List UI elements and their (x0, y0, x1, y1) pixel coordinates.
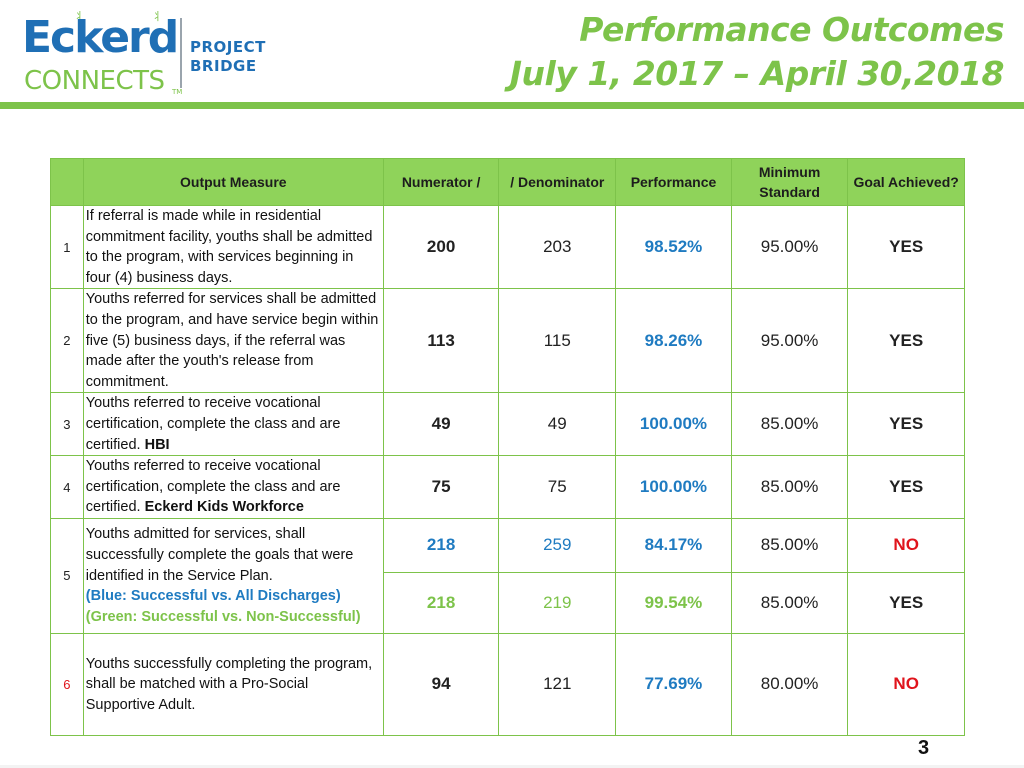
minimum-standard: 80.00% (730, 632, 849, 736)
denominator: 49 (498, 392, 617, 457)
logo-project-bridge: PROJECT BRIDGE (190, 38, 266, 76)
minimum-standard: 85.00% (730, 517, 849, 573)
output-measure: Youths referred to receive vocational ce… (82, 392, 384, 457)
denominator: 203 (498, 204, 617, 290)
goal-achieved: YES (847, 392, 965, 457)
sprout-icon: ⺦ (74, 10, 85, 23)
table-row: 3 Youths referred to receive vocational … (50, 392, 965, 457)
performance: 100.00% (615, 455, 732, 519)
minimum-standard: 95.00% (730, 204, 849, 290)
numerator: 200 (382, 204, 500, 290)
row-number: 5 (50, 517, 84, 634)
numerator: 49 (382, 392, 500, 457)
table-header-row: Output Measure Numerator / / Denominator… (50, 158, 965, 206)
goal-achieved: YES (847, 204, 965, 290)
numerator: 218 (382, 571, 500, 634)
denominator: 121 (498, 632, 617, 736)
goal-achieved: NO (847, 517, 965, 573)
title-line-2: July 1, 2017 – April 30,2018 (509, 54, 1005, 93)
output-measure: Youths referred for services shall be ad… (82, 288, 384, 394)
logo-bridge: BRIDGE (190, 56, 257, 75)
numerator: 75 (382, 455, 500, 519)
goal-achieved: YES (847, 571, 965, 634)
minimum-standard: 95.00% (730, 288, 849, 394)
row-number: 2 (50, 288, 84, 394)
minimum-standard: 85.00% (730, 392, 849, 457)
outcomes-table: Output Measure Numerator / / Denominator… (50, 158, 965, 736)
logo-divider (180, 18, 182, 88)
slide-title: Performance Outcomes July 1, 2017 – Apri… (509, 8, 1005, 96)
performance: 100.00% (615, 392, 732, 457)
header-minimum-standard: Minimum Standard (730, 158, 849, 206)
measure-text: Youths admitted for services, shall succ… (85, 526, 354, 584)
numerator: 94 (382, 632, 500, 736)
legend-green: (Green: Successful vs. Non-Successful) (85, 608, 361, 625)
header-performance: Performance (615, 158, 732, 206)
header-output-measure: Output Measure (82, 158, 384, 206)
row-number: 4 (50, 455, 84, 519)
logo-brand: Eckerd (22, 12, 179, 63)
header-denominator: / Denominator (498, 158, 617, 206)
table-row: 1 If referral is made while in residenti… (50, 204, 965, 290)
header-divider (0, 102, 1024, 109)
numerator: 113 (382, 288, 500, 394)
table-row: 5 Youths admitted for services, shall su… (50, 517, 965, 634)
logo-sub: CONNECTS (24, 66, 165, 96)
output-measure: Youths successfully completing the progr… (82, 632, 384, 736)
table-row: 218 219 99.54% 85.00% YES (51, 571, 965, 634)
performance: 84.17% (615, 517, 732, 573)
title-line-1: Performance Outcomes (579, 10, 1004, 49)
performance: 98.26% (615, 288, 732, 394)
minimum-standard: 85.00% (730, 455, 849, 519)
header-blank (50, 158, 84, 206)
goal-achieved: NO (847, 632, 965, 736)
table-row: 2 Youths referred for services shall be … (50, 288, 965, 394)
denominator: 219 (498, 571, 617, 634)
numerator: 218 (382, 517, 500, 573)
performance: 77.69% (615, 632, 732, 736)
denominator: 75 (498, 455, 617, 519)
goal-achieved: YES (847, 288, 965, 394)
performance: 99.54% (615, 571, 732, 634)
measure-program: HBI (144, 436, 170, 453)
row-number: 1 (50, 204, 84, 290)
output-measure: If referral is made while in residential… (82, 204, 384, 290)
eckerd-connects-logo: ⺦ ⺦ Eckerd CONNECTS TM PROJECT BRIDGE (22, 6, 272, 106)
measure-text: Youths referred to receive vocational ce… (85, 395, 341, 453)
output-measure: Youths referred to receive vocational ce… (82, 455, 384, 519)
performance: 98.52% (615, 204, 732, 290)
page-number: 3 (918, 737, 930, 759)
measure-program: Eckerd Kids Workforce (144, 499, 304, 516)
output-measure: Youths admitted for services, shall succ… (82, 517, 384, 634)
header-numerator: Numerator / (382, 158, 500, 206)
denominator: 259 (498, 517, 617, 573)
sprout-icon: ⺦ (152, 10, 163, 23)
logo-tm: TM (172, 88, 183, 96)
table-row: 4 Youths referred to receive vocational … (50, 455, 965, 519)
logo-project: PROJECT (190, 38, 266, 56)
denominator: 115 (498, 288, 617, 394)
measure-text: Youths referred to receive vocational ce… (85, 458, 341, 516)
footer-divider (0, 765, 1024, 768)
table-row: 6 Youths successfully completing the pro… (50, 632, 965, 736)
row-number: 6 (50, 632, 84, 736)
minimum-standard: 85.00% (730, 571, 849, 634)
row-number: 3 (50, 392, 84, 457)
legend-blue: (Blue: Successful vs. All Discharges) (85, 588, 341, 605)
goal-achieved: YES (847, 455, 965, 519)
header-goal-achieved: Goal Achieved? (847, 158, 965, 206)
